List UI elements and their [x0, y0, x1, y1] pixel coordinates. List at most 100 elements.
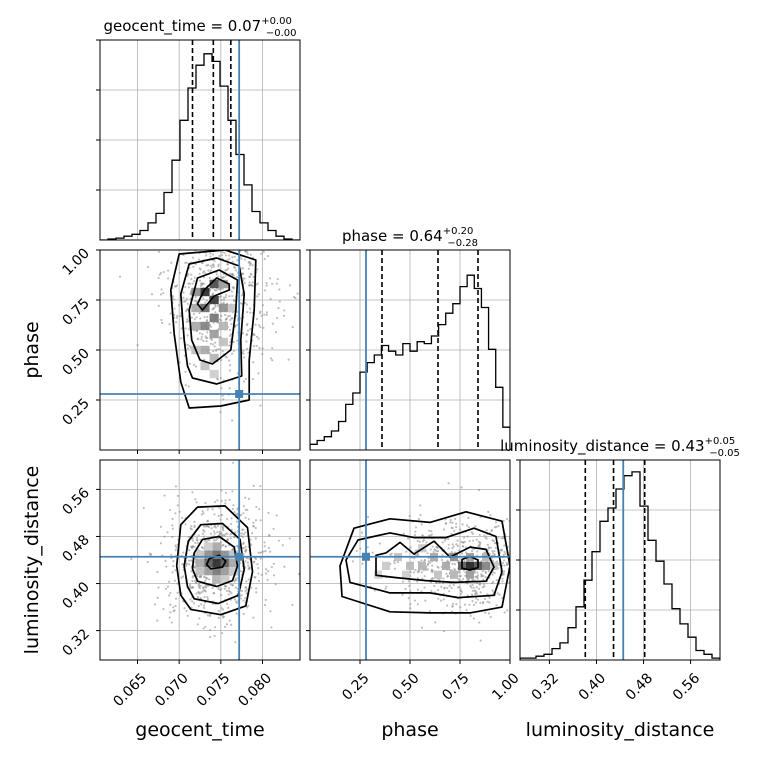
sample-point: [231, 352, 234, 355]
sample-point: [470, 550, 474, 553]
sample-point: [229, 522, 233, 526]
sample-point: [211, 508, 214, 511]
sample-point: [193, 524, 196, 527]
sample-point: [198, 582, 201, 586]
sample-point: [450, 586, 453, 590]
density-cell: [218, 321, 228, 331]
sample-point: [451, 605, 454, 608]
sample-point: [190, 273, 193, 276]
sample-point: [483, 534, 486, 537]
sample-point: [170, 621, 174, 624]
sample-point: [230, 592, 233, 595]
sample-point: [501, 596, 504, 600]
sample-point: [159, 542, 163, 545]
sample-point: [255, 344, 258, 347]
sample-point: [232, 504, 235, 507]
sample-point: [463, 559, 466, 563]
sample-point: [272, 562, 275, 565]
sample-point: [228, 257, 231, 260]
sample-point: [413, 599, 417, 602]
density-cell: [218, 337, 228, 347]
sample-point: [272, 527, 275, 531]
sample-point: [211, 253, 215, 256]
sample-point: [224, 491, 228, 494]
sample-point: [442, 528, 446, 531]
sample-point: [420, 523, 423, 526]
sample-point: [256, 268, 259, 271]
sample-point: [227, 593, 230, 596]
sample-point: [266, 578, 269, 581]
sample-point: [492, 552, 495, 555]
sample-point: [283, 309, 286, 312]
sample-point: [216, 524, 220, 527]
sample-point: [255, 587, 258, 590]
sample-point: [228, 344, 231, 347]
y-tick-label: 0.56: [59, 485, 92, 518]
sample-point: [217, 514, 220, 517]
sample-point: [233, 299, 236, 303]
sample-point: [194, 580, 197, 584]
sample-point: [407, 596, 410, 600]
sample-point: [168, 616, 171, 619]
sample-point: [258, 508, 261, 511]
sample-point: [220, 319, 223, 322]
density-cell: [482, 561, 490, 570]
sample-point: [252, 616, 255, 619]
sample-point: [198, 575, 201, 578]
sample-point: [173, 298, 176, 301]
sample-point: [234, 586, 238, 589]
sample-point: [413, 557, 416, 560]
sample-point: [210, 266, 214, 269]
sample-point: [224, 313, 227, 317]
sample-point: [236, 259, 239, 262]
density-cell: [200, 287, 210, 297]
sample-point: [160, 318, 163, 322]
sample-point: [226, 537, 230, 541]
sample-point: [251, 264, 254, 267]
sample-point: [455, 543, 458, 546]
sample-point: [186, 334, 189, 337]
sample-point: [221, 251, 224, 254]
sample-point: [246, 250, 249, 253]
sample-point: [257, 293, 260, 296]
sample-point: [233, 510, 236, 514]
sample-point: [267, 546, 270, 550]
sample-point: [452, 545, 455, 548]
sample-point: [248, 275, 251, 278]
sample-point: [231, 294, 234, 298]
sample-point: [460, 540, 463, 544]
sample-point: [188, 563, 191, 566]
sample-point: [200, 338, 203, 341]
sample-point: [167, 594, 171, 597]
sample-point: [257, 324, 261, 327]
sample-point: [425, 541, 428, 544]
sample-point: [220, 499, 223, 502]
sample-point: [199, 282, 203, 285]
truth-marker: [235, 552, 244, 561]
sample-point: [450, 532, 453, 536]
sample-point: [409, 603, 412, 606]
sample-point: [212, 263, 215, 267]
sample-point: [484, 536, 487, 539]
sample-point: [217, 288, 220, 291]
sample-point: [228, 314, 231, 318]
sample-point: [228, 619, 231, 622]
sample-point: [468, 603, 471, 606]
sample-point: [214, 349, 218, 352]
contour-line: [339, 510, 510, 614]
sample-point: [201, 546, 204, 550]
sample-point: [186, 320, 190, 323]
sample-point: [255, 505, 258, 509]
sample-point: [187, 286, 191, 289]
sample-point: [171, 517, 174, 521]
sample-point: [483, 585, 486, 588]
sample-point: [389, 553, 392, 556]
sample-point: [431, 577, 434, 580]
sample-point: [274, 331, 278, 334]
sample-point: [218, 254, 221, 258]
sample-point: [233, 598, 237, 601]
sample-point: [443, 587, 446, 590]
sample-point: [225, 589, 228, 592]
sample-point: [235, 520, 239, 523]
sample-point: [440, 558, 444, 562]
